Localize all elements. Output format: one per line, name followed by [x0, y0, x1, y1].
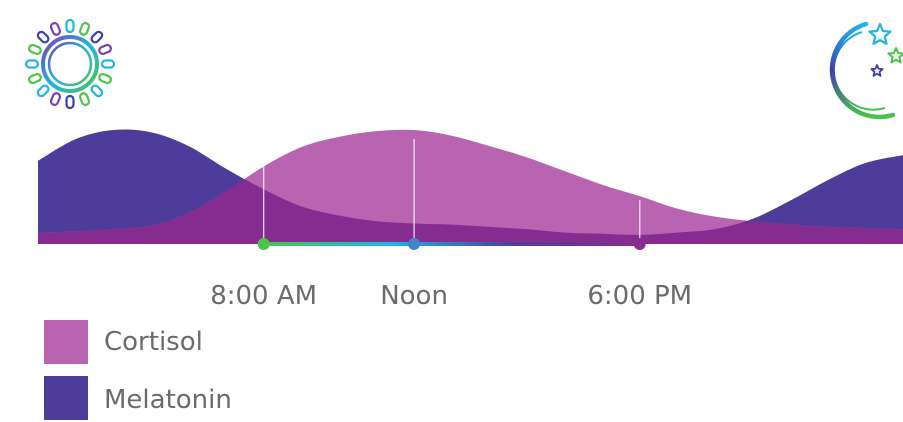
time-marker-0	[257, 238, 270, 250]
time-marker-1	[408, 238, 421, 250]
overlap-area	[38, 129, 903, 244]
tick-label-0: 8:00 AM	[210, 281, 317, 311]
cortisol-label: Cortisol	[104, 327, 203, 357]
melatonin-label: Melatonin	[104, 385, 232, 415]
melatonin-swatch	[44, 376, 88, 420]
tick-label-1: Noon	[380, 281, 448, 311]
time-marker-2	[633, 238, 646, 250]
moon-stars-icon	[829, 21, 903, 120]
cortisol-swatch	[44, 320, 88, 364]
sun-icon	[24, 18, 116, 110]
tick-label-2: 6:00 PM	[587, 281, 692, 311]
time-axis-line	[263, 242, 640, 246]
